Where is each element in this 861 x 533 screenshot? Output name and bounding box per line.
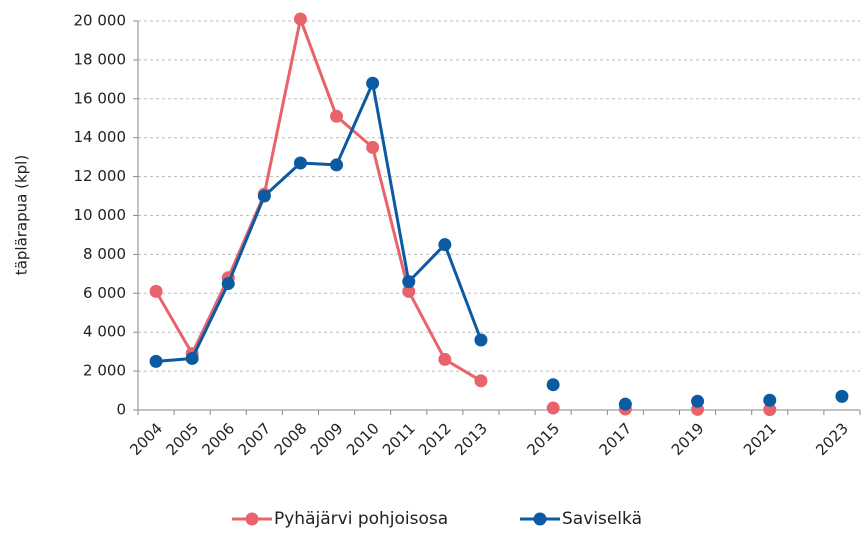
y-tick-label: 8 000 (83, 245, 126, 263)
data-point (763, 403, 777, 417)
y-axis-label: täplärapua (kpl) (13, 155, 31, 275)
data-point (763, 393, 777, 407)
x-tick-label: 2007 (235, 419, 275, 459)
y-tick-label: 0 (116, 401, 126, 419)
data-point (474, 333, 488, 347)
x-tick-label: 2008 (271, 419, 311, 459)
data-point (149, 284, 163, 298)
legend-marker (533, 512, 547, 526)
data-point (293, 156, 307, 170)
data-point (438, 352, 452, 366)
x-tick-label: 2021 (740, 419, 780, 459)
legend-marker (245, 512, 259, 526)
data-point (330, 109, 344, 123)
x-tick-label: 2017 (596, 419, 636, 459)
series-line (156, 19, 770, 410)
y-tick-label: 18 000 (74, 50, 127, 68)
x-tick-label: 2019 (668, 419, 708, 459)
data-point (366, 76, 380, 90)
data-point (366, 140, 380, 154)
y-tick-label: 10 000 (74, 206, 127, 224)
x-tick-label: 2009 (307, 419, 347, 459)
x-tick-label: 2010 (343, 419, 383, 459)
data-point (257, 189, 271, 203)
x-tick-label: 2011 (379, 419, 419, 459)
x-tick-label: 2013 (451, 419, 491, 459)
data-point (474, 374, 488, 388)
data-point (402, 275, 416, 289)
data-point (221, 277, 235, 291)
x-tick-label: 2006 (199, 419, 239, 459)
data-point (835, 389, 849, 403)
data-point (330, 158, 344, 172)
y-tick-label: 14 000 (74, 128, 127, 146)
x-tick-label: 2015 (523, 419, 563, 459)
y-tick-label: 2 000 (83, 362, 126, 380)
data-point (546, 378, 560, 392)
data-point (293, 12, 307, 26)
data-point (149, 354, 163, 368)
legend-label: Saviselkä (562, 509, 642, 529)
data-point (691, 394, 705, 408)
data-point (402, 284, 416, 298)
y-tick-label: 4 000 (83, 323, 126, 341)
x-tick-label: 2005 (162, 419, 202, 459)
data-point (546, 401, 560, 415)
x-tick-label: 2023 (812, 419, 852, 459)
legend-label: Pyhäjärvi pohjoisosa (274, 509, 448, 529)
x-tick-label: 2004 (126, 419, 166, 459)
data-point (185, 351, 199, 365)
data-point (618, 397, 632, 411)
x-tick-label: 2012 (415, 419, 455, 459)
y-tick-label: 12 000 (74, 167, 127, 185)
data-point (438, 238, 452, 252)
y-tick-label: 20 000 (74, 12, 127, 30)
y-tick-label: 6 000 (83, 284, 126, 302)
y-tick-label: 16 000 (74, 89, 127, 107)
series-line (156, 83, 842, 396)
